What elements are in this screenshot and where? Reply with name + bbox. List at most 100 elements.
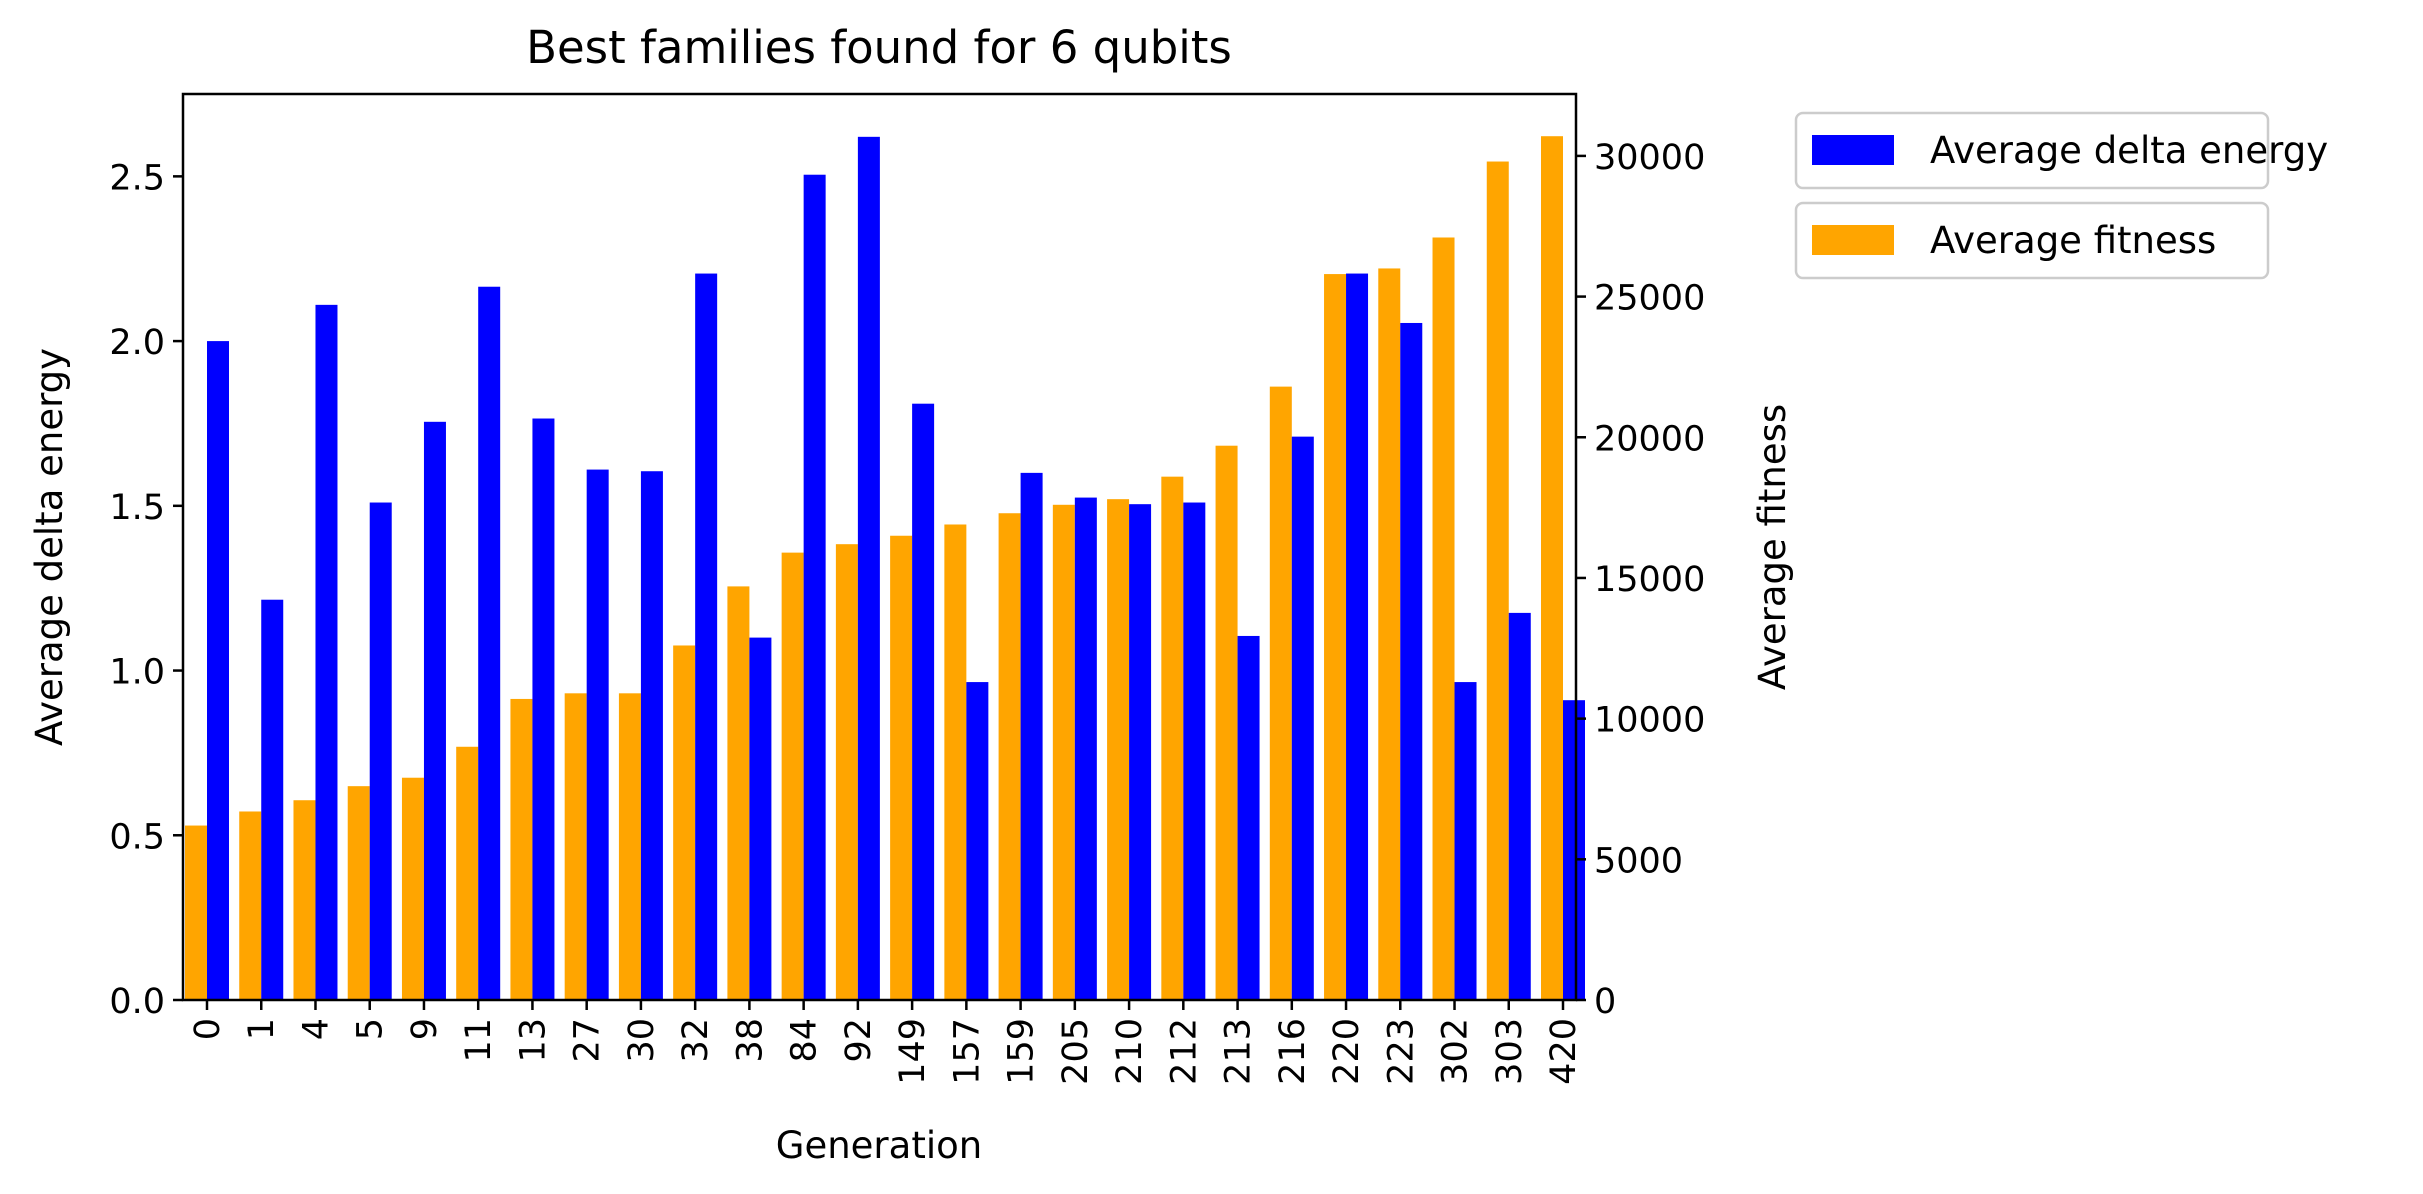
y-tick-label: 2.5	[109, 158, 165, 198]
x-tick-label: 213	[1219, 1018, 1259, 1085]
x-tick-label: 92	[839, 1018, 879, 1063]
y-tick-label: 1.0	[109, 653, 165, 693]
bar-group	[185, 136, 1585, 1001]
y-tick-label: 0.5	[109, 817, 165, 857]
delta-energy-bar	[912, 403, 935, 1001]
fitness-bar	[1432, 237, 1455, 1000]
delta-energy-bar	[803, 174, 826, 1000]
fitness-bar	[1269, 386, 1292, 1001]
plot-frame	[181, 92, 1578, 1002]
y2-tick-label: 15000	[1594, 560, 1705, 600]
legend-frame	[1794, 111, 2270, 190]
y2-tick-label: 10000	[1594, 701, 1705, 741]
fitness-bar	[944, 524, 967, 1000]
fitness-bar	[456, 746, 479, 1000]
legend-frame	[1794, 201, 2270, 280]
fitness-bar	[401, 777, 424, 1000]
x-tick-label: 11	[459, 1018, 499, 1063]
legend-item-delta-energy: Average delta energy	[1794, 111, 2328, 190]
fitness-bar	[564, 693, 587, 1000]
fitness-bar	[781, 552, 804, 1000]
delta-energy-bar	[1346, 273, 1369, 1000]
x-tick-label: 1	[242, 1018, 282, 1040]
y-tick-label: 1.5	[109, 488, 165, 528]
fitness-bar	[239, 811, 262, 1000]
delta-energy-bar	[586, 469, 609, 1000]
x-tick-label: 303	[1490, 1018, 1530, 1085]
fitness-bar	[510, 698, 533, 1000]
delta-energy-bar	[695, 273, 718, 1000]
delta-energy-bar	[1237, 635, 1260, 1000]
x-tick-label: 13	[513, 1018, 553, 1063]
x-tick-label: 212	[1164, 1018, 1204, 1085]
fitness-bar	[1107, 499, 1130, 1000]
fitness-bar	[185, 825, 207, 1000]
y2-tick-label: 5000	[1594, 841, 1683, 881]
delta-energy-bar	[1074, 497, 1097, 1000]
legend: Average delta energy Average fitness	[1794, 111, 2328, 280]
delta-energy-bar	[1400, 322, 1423, 1000]
y2-tick-label: 30000	[1594, 138, 1705, 178]
delta-energy-bar	[1508, 612, 1531, 1000]
fitness-bar	[1215, 445, 1238, 1000]
fitness-bar	[727, 586, 750, 1000]
delta-energy-bar	[261, 599, 284, 1000]
y-tick-label: 2.0	[109, 323, 165, 363]
fitness-bar	[293, 800, 316, 1000]
x-tick-label: 210	[1110, 1018, 1150, 1085]
x-tick-label: 38	[730, 1018, 770, 1063]
x-tick-label: 32	[676, 1018, 716, 1063]
delta-energy-bar	[749, 637, 772, 1000]
legend-label: Average delta energy	[1930, 129, 2328, 172]
x-tick-label: 220	[1327, 1018, 1367, 1085]
fitness-bar	[673, 645, 696, 1000]
delta-energy-bar	[1291, 436, 1314, 1001]
x-tick-label: 9	[405, 1018, 445, 1040]
delta-energy-bar	[423, 421, 446, 1001]
x-tick-label: 420	[1544, 1018, 1584, 1085]
x-tick-label: 205	[1056, 1018, 1096, 1085]
x-tick-label: 30	[622, 1018, 662, 1063]
left-axis: 0.0 0.5 1.0 1.5 2.0 2.5	[109, 158, 183, 1022]
delta-energy-bar	[640, 471, 663, 1000]
legend-label: Average fitness	[1930, 219, 2216, 262]
y2-axis-label: Average fitness	[1751, 404, 1794, 690]
delta-energy-bar	[966, 682, 989, 1000]
fitness-bar	[1378, 268, 1401, 1000]
y2-tick-label: 20000	[1594, 419, 1705, 459]
y-tick-label: 0.0	[109, 982, 165, 1022]
x-tick-label: 149	[893, 1018, 933, 1085]
delta-energy-bar	[478, 286, 501, 1000]
delta-energy-bar	[1129, 504, 1152, 1000]
fitness-bar	[1541, 136, 1563, 1001]
fitness-bar	[1161, 476, 1184, 1000]
x-tick-label: 302	[1436, 1018, 1476, 1085]
delta-energy-bar	[315, 304, 338, 1000]
x-tick-label: 4	[296, 1018, 336, 1040]
delta-energy-bar	[857, 136, 880, 1000]
x-tick-label: 216	[1273, 1018, 1313, 1085]
legend-swatch	[1812, 225, 1894, 255]
legend-swatch	[1812, 135, 1894, 165]
x-axis-label: Generation	[776, 1124, 982, 1167]
delta-energy-bar	[532, 418, 555, 1001]
fitness-bar	[835, 544, 858, 1000]
x-tick-label: 5	[351, 1018, 391, 1040]
x-tick-label: 157	[947, 1018, 987, 1085]
y2-tick-label: 0	[1594, 982, 1616, 1022]
fitness-bar	[618, 693, 641, 1000]
delta-energy-bar	[369, 502, 392, 1000]
y2-tick-label: 25000	[1594, 279, 1705, 319]
x-axis: 0 1 4 5 9 11 13 27 30 32 38 84 92 149 157 159 205 210 212 2…	[188, 1000, 1584, 1085]
delta-energy-bar	[207, 341, 229, 1000]
chart-title: Best families found for 6 qubits	[526, 21, 1232, 74]
fitness-bar	[998, 513, 1021, 1000]
x-tick-label: 159	[1002, 1018, 1042, 1085]
fitness-bar	[890, 535, 913, 1000]
delta-energy-bar	[1563, 700, 1585, 1000]
fitness-bar	[1052, 504, 1075, 1000]
y-axis-label: Average delta energy	[28, 348, 71, 746]
delta-energy-bar	[1454, 682, 1477, 1000]
x-tick-label: 27	[568, 1018, 608, 1063]
